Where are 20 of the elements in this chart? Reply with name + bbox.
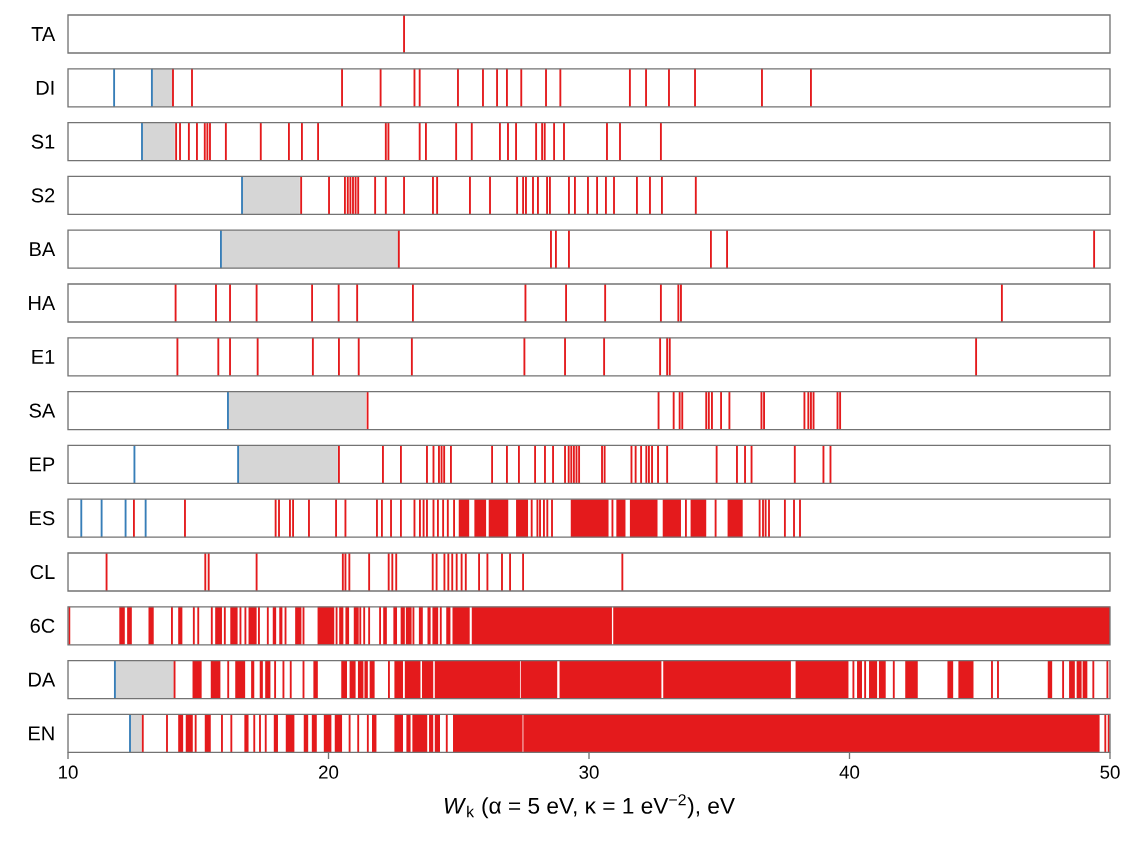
x-tick-label: 10 bbox=[59, 765, 78, 779]
x-tick-label: 40 bbox=[839, 765, 860, 779]
y-axis-title: E1 bbox=[32, 349, 55, 364]
x-tick-label: 20 bbox=[319, 765, 339, 779]
y-axis-title: EP bbox=[30, 457, 55, 472]
y-axis-title: EN bbox=[29, 726, 54, 741]
y-axis-title: 6C bbox=[30, 618, 55, 633]
y-axis-title: HA bbox=[29, 296, 56, 310]
y-axis-title: S2 bbox=[31, 188, 55, 203]
x-tick-label: 50 bbox=[1100, 765, 1120, 779]
y-axis-title: DI bbox=[36, 80, 54, 95]
y-axis-title: ES bbox=[30, 511, 55, 526]
y-axis-title: TA bbox=[31, 27, 56, 41]
y-axis-title: CL bbox=[30, 564, 55, 580]
x-axis-title: W$_{k}$ (α = 5 eV, κ = 1 eV$^{−2}$), eV bbox=[444, 794, 735, 819]
y-axis-title: SA bbox=[29, 403, 56, 418]
y-axis-title: BA bbox=[30, 242, 56, 257]
y-axis-title: S1 bbox=[31, 134, 55, 149]
y-axis-title: DA bbox=[29, 672, 56, 687]
x-tick-label: 30 bbox=[579, 765, 599, 779]
